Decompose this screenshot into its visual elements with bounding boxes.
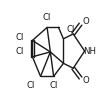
- Text: Cl: Cl: [16, 47, 24, 56]
- Text: NH: NH: [83, 47, 96, 56]
- Text: O: O: [82, 76, 89, 85]
- Text: Cl: Cl: [49, 81, 58, 90]
- Text: Cl: Cl: [43, 13, 51, 22]
- Text: Cl: Cl: [67, 25, 75, 33]
- Text: Cl: Cl: [16, 33, 24, 42]
- Text: Cl: Cl: [27, 81, 35, 90]
- Text: O: O: [82, 17, 89, 26]
